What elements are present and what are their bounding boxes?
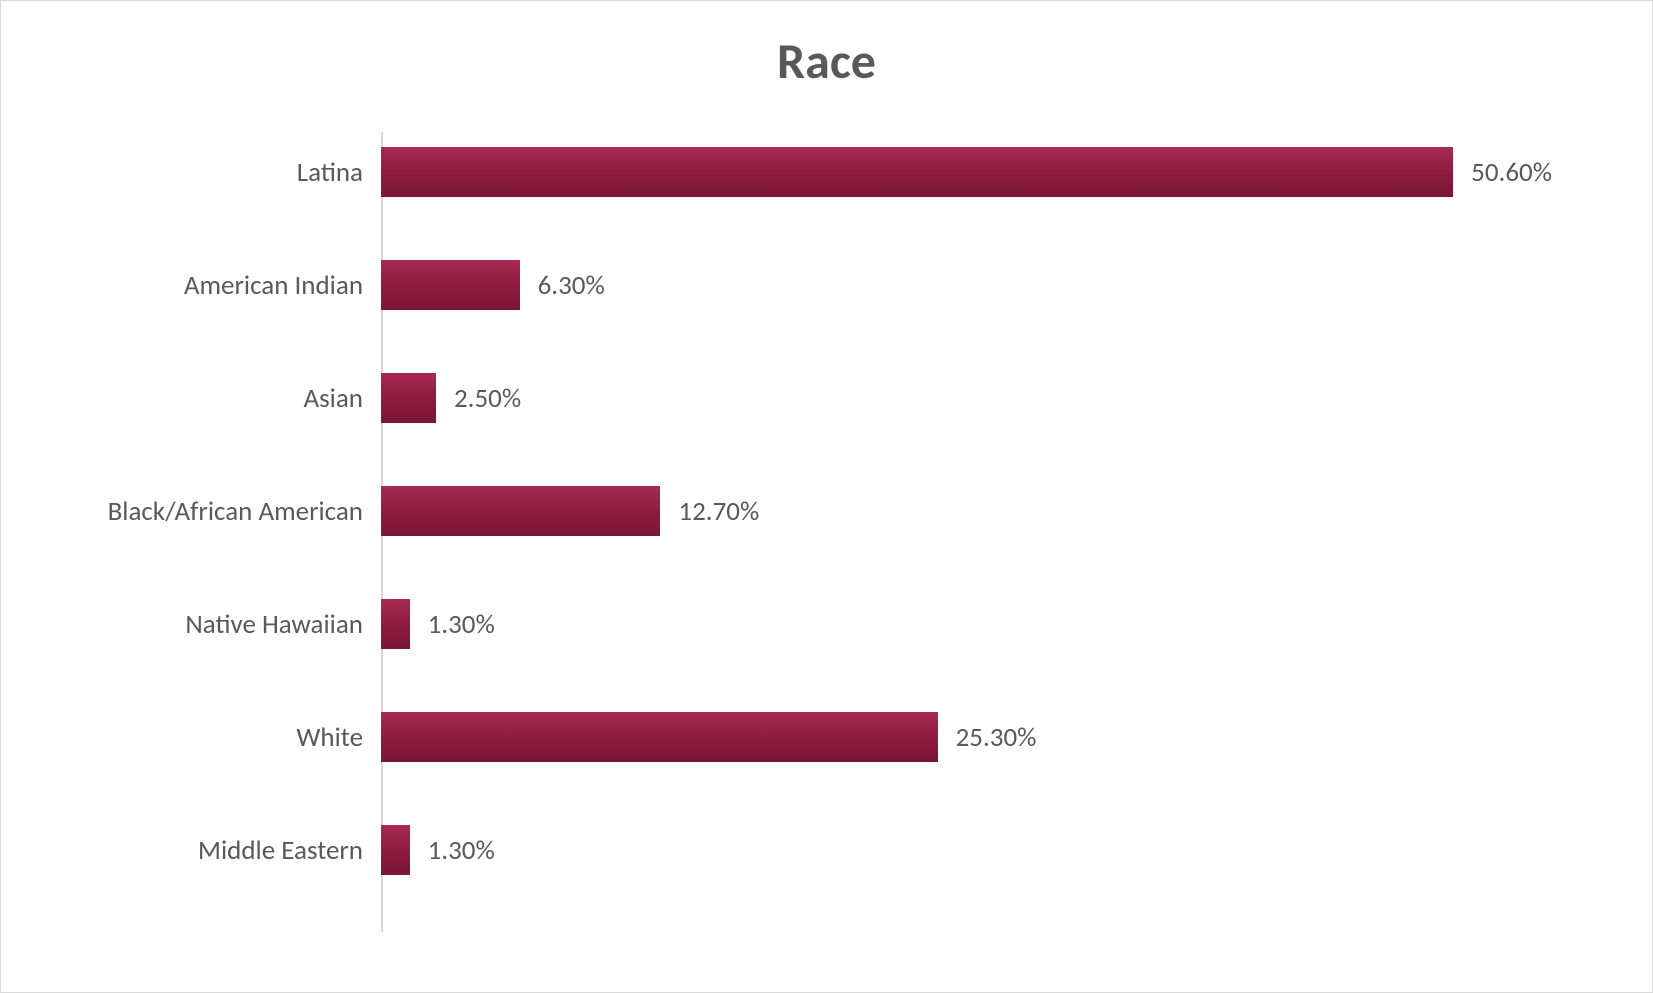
value-label: 12.70% [678,495,759,528]
category-label: Asian [304,382,364,415]
category-label: White [296,721,363,754]
bar-row: Black/African American12.70% [381,486,1552,536]
category-label: Black/African American [108,495,363,528]
chart-container: Race Latina50.60%American Indian6.30%Asi… [0,0,1653,993]
value-label: 2.50% [454,382,521,415]
value-label: 1.30% [428,608,495,641]
bar-row: White25.30% [381,712,1552,762]
category-label: Latina [297,156,363,189]
bar [381,373,436,423]
category-label: Native Hawaiian [185,608,363,641]
chart-title: Race [41,31,1612,92]
bar-row: American Indian6.30% [381,260,1552,310]
bar-row: Middle Eastern1.30% [381,825,1552,875]
bar-row: Native Hawaiian1.30% [381,599,1552,649]
bar [381,599,410,649]
bar [381,825,410,875]
bar [381,147,1453,197]
value-label: 1.30% [428,834,495,867]
bar [381,712,938,762]
category-label: American Indian [184,269,363,302]
value-label: 6.30% [538,269,605,302]
bar-row: Asian2.50% [381,373,1552,423]
value-label: 50.60% [1471,156,1552,189]
value-label: 25.30% [956,721,1037,754]
bar [381,486,660,536]
category-label: Middle Eastern [198,834,363,867]
plot-area: Latina50.60% American Indian6.30% Asian2.5… [381,132,1552,932]
bar-row: Latina50.60% [381,147,1552,197]
bar [381,260,520,310]
